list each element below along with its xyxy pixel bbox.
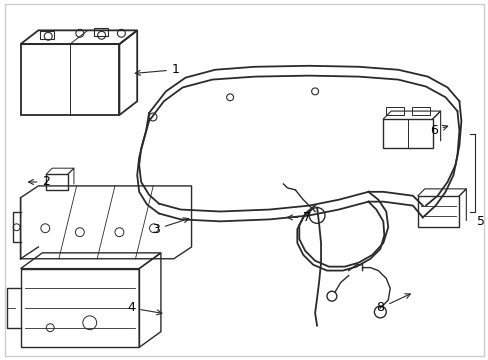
Text: 1: 1	[135, 63, 179, 76]
Bar	[383, 119, 432, 148]
Bar	[94, 28, 107, 36]
Bar	[411, 107, 429, 115]
Bar	[417, 196, 458, 227]
Text: 4: 4	[127, 301, 162, 315]
Text: 8: 8	[376, 294, 409, 315]
Text: 5: 5	[476, 215, 484, 228]
Text: 2: 2	[28, 175, 50, 189]
Bar	[20, 269, 139, 347]
Text: 3: 3	[152, 218, 188, 236]
Bar	[46, 174, 68, 190]
Bar	[386, 107, 403, 115]
Text: 7: 7	[287, 211, 310, 224]
Text: 6: 6	[429, 124, 447, 137]
Bar	[20, 44, 119, 115]
Bar	[40, 31, 54, 39]
